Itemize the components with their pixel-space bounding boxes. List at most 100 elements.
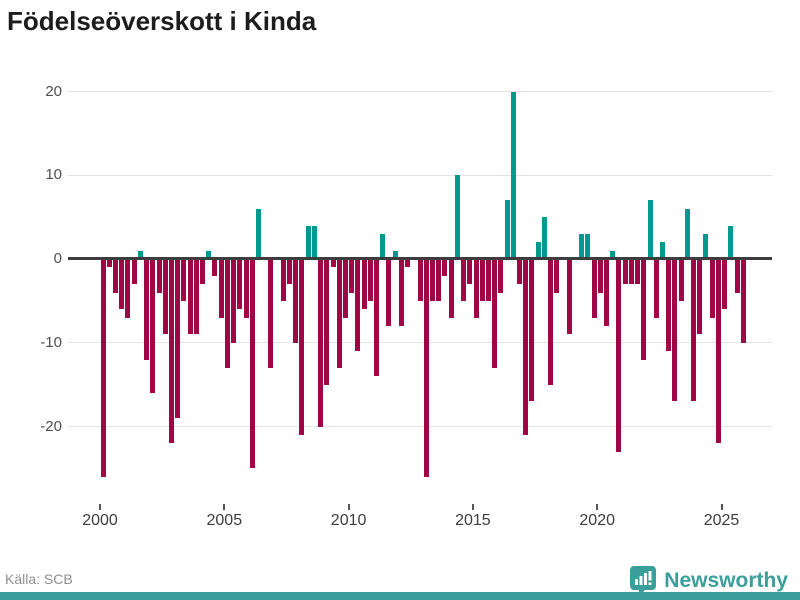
bar	[579, 233, 585, 259]
bar	[168, 259, 174, 444]
x-axis-tick-label: 2000	[82, 512, 118, 529]
bar	[448, 259, 454, 318]
bar	[361, 259, 367, 310]
bar	[342, 259, 348, 318]
bar	[349, 259, 355, 293]
bar	[392, 250, 398, 259]
bar	[355, 259, 361, 352]
bar	[628, 259, 634, 285]
x-axis-tick-mark	[347, 504, 350, 510]
bar	[429, 259, 435, 301]
x-axis-tick-mark	[720, 504, 723, 510]
bar	[585, 233, 591, 259]
bar	[591, 259, 597, 318]
bar	[442, 259, 448, 276]
bar	[510, 91, 516, 259]
bar	[504, 200, 510, 259]
bar	[597, 259, 603, 293]
x-axis-tick-mark	[223, 504, 226, 510]
bar	[523, 259, 529, 435]
bar	[336, 259, 342, 368]
bar	[498, 259, 504, 293]
bar	[479, 259, 485, 301]
bar	[703, 233, 709, 259]
bar	[666, 259, 672, 352]
bar	[604, 259, 609, 326]
bar	[691, 259, 697, 402]
newsworthy-logo: Newsworthy	[629, 565, 788, 597]
gridline	[68, 342, 772, 344]
bar	[554, 259, 560, 293]
bar	[566, 259, 572, 335]
bar	[287, 259, 293, 285]
bar	[318, 259, 324, 427]
bar	[206, 250, 212, 259]
bar	[740, 259, 746, 343]
bar	[175, 259, 181, 419]
bar	[436, 259, 442, 301]
bar	[417, 259, 423, 301]
bar	[100, 259, 106, 477]
bar	[193, 259, 199, 335]
bar	[212, 259, 218, 276]
gridline	[68, 174, 772, 176]
bar	[541, 217, 547, 259]
bar	[473, 259, 479, 318]
bar	[485, 259, 491, 301]
bar	[610, 250, 616, 259]
bar	[535, 242, 541, 259]
bar	[374, 259, 380, 377]
bar	[728, 225, 734, 259]
bar	[181, 259, 187, 301]
x-axis-tick-mark	[596, 504, 599, 510]
bar	[659, 242, 665, 259]
bar	[187, 259, 193, 335]
bar	[492, 259, 498, 368]
bar	[131, 259, 137, 285]
bar	[231, 259, 237, 343]
bar	[200, 259, 206, 285]
bar	[616, 259, 622, 452]
bar	[678, 259, 684, 301]
zero-axis-line	[68, 257, 772, 260]
gridline	[68, 91, 772, 92]
bar	[647, 200, 653, 259]
bar	[162, 259, 168, 335]
bar	[684, 208, 690, 259]
bar	[517, 259, 522, 285]
y-axis-tick-label: -20	[40, 417, 62, 435]
y-axis-tick-label: 10	[45, 166, 62, 184]
bar	[386, 259, 392, 326]
newsworthy-wordmark: Newsworthy	[664, 569, 788, 592]
bar	[305, 225, 311, 259]
bar	[280, 259, 286, 301]
newsworthy-bubble-chart-icon	[629, 565, 657, 597]
bar	[715, 259, 721, 444]
bar	[461, 259, 467, 301]
x-axis-tick-label: 2015	[455, 512, 491, 529]
bar	[144, 259, 150, 360]
bar	[454, 175, 460, 259]
bar	[722, 259, 728, 310]
bar	[299, 259, 305, 435]
bar	[672, 259, 678, 402]
x-axis-tick-mark	[471, 504, 474, 510]
x-axis-tick-mark	[99, 504, 101, 510]
gridline	[68, 426, 772, 427]
x-axis-tick-label: 2020	[579, 512, 615, 529]
bar	[697, 259, 703, 335]
y-axis-tick-label: 20	[45, 82, 62, 100]
bar	[734, 259, 740, 293]
bar	[529, 259, 535, 402]
bar	[237, 259, 243, 310]
bar	[548, 259, 554, 385]
bar	[125, 259, 131, 318]
y-axis-tick-label: 0	[53, 250, 62, 267]
source-note: Källa: SCB	[5, 571, 73, 587]
bar	[113, 259, 119, 293]
bar	[367, 259, 373, 301]
bar	[467, 259, 473, 285]
bar	[324, 259, 330, 385]
